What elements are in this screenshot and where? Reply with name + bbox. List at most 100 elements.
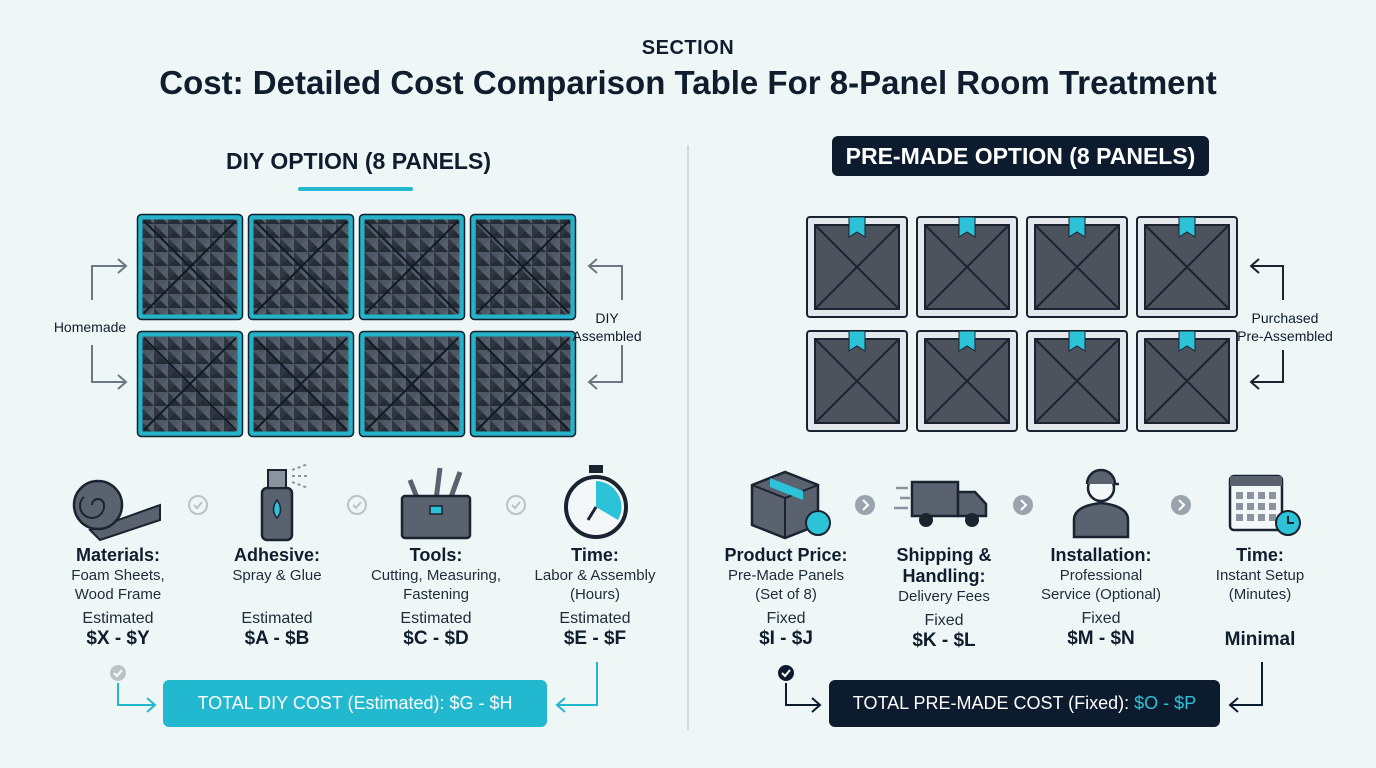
panel-cross	[254, 220, 348, 314]
total-amount: $O - $P	[1134, 693, 1197, 713]
panel-edge	[136, 330, 244, 438]
item-column: Time: Labor & Assembly (Hours) Estimated $E …	[515, 545, 675, 650]
panel-tab	[958, 216, 976, 238]
panel-cross	[476, 220, 570, 314]
separator	[506, 495, 526, 515]
item-basis: Fixed	[1081, 610, 1121, 627]
icon-spray	[291, 463, 310, 489]
icon-roll	[72, 479, 124, 531]
panel-edge	[469, 213, 577, 321]
check	[781, 669, 791, 678]
total-label: TOTAL PRE-MADE COST (Fixed):	[852, 693, 1130, 713]
item-desc: Instant Setup	[1215, 567, 1305, 584]
icon-cal-top	[1230, 476, 1282, 486]
icon-can	[267, 469, 287, 489]
item-desc: Foam Sheets,	[71, 567, 165, 584]
item-title: Shipping &	[896, 545, 992, 565]
panel-cross	[1034, 338, 1120, 424]
icon-roll	[79, 496, 106, 519]
arrow-head	[1249, 258, 1260, 390]
separator	[1171, 495, 1191, 515]
icon-cal-cell	[1247, 492, 1254, 499]
item-basis: Estimated	[241, 610, 313, 627]
item-cost: $X - $Y	[86, 628, 150, 649]
item-desc: (Set of 8)	[755, 586, 817, 603]
title-underline	[298, 187, 413, 191]
separator-chevron	[1178, 499, 1186, 511]
item-desc: Labor & Assembly	[534, 567, 656, 584]
panel-tab	[848, 216, 866, 238]
item-desc: Service (Optional)	[1040, 586, 1162, 603]
icon-tape	[770, 478, 803, 500]
icon-box	[400, 494, 472, 540]
item-basis: Fixed	[766, 610, 806, 627]
panel-cross	[365, 220, 459, 314]
item-desc: Cutting, Measuring,	[370, 567, 502, 584]
icon-cal-cell	[1269, 503, 1276, 510]
connector	[590, 345, 623, 383]
label-line: Assembled	[572, 328, 642, 344]
label-line: Purchased	[1251, 310, 1319, 326]
item-title: Adhesive:	[233, 545, 321, 565]
separator-check	[352, 501, 362, 510]
connector	[91, 265, 125, 300]
icon-cal-cell	[1236, 503, 1243, 510]
panel-tab	[1178, 330, 1196, 352]
separator-check	[193, 501, 203, 510]
premade-title-wrap: PRE-MADE OPTION (8 PANELS)	[816, 136, 1225, 176]
panel-edge	[469, 330, 577, 438]
premade-right-label: Purchased Pre-Assembled	[1230, 309, 1340, 345]
panel-cross	[1034, 224, 1120, 310]
panel-edge	[136, 213, 244, 321]
panel-edge	[247, 213, 355, 321]
arrow-head	[587, 258, 598, 274]
item-title: Product Price:	[724, 545, 848, 565]
item-column: Adhesive: Spray & Glue Estimated $A - $B	[197, 545, 357, 650]
item-cost: $A - $B	[244, 628, 310, 649]
icon-speed	[894, 486, 910, 510]
item-desc: (Minutes)	[1228, 586, 1292, 603]
panel-edge	[247, 330, 355, 438]
connector	[590, 265, 623, 300]
icon-watch-top	[589, 465, 603, 473]
icon-cal-cell	[1258, 503, 1265, 510]
item-column: Time: Instant Setup (Minutes) Minimal	[1180, 545, 1340, 651]
item-basis: Fixed	[924, 612, 964, 629]
premade-title: PRE-MADE OPTION (8 PANELS)	[831, 136, 1210, 176]
panel-tab	[958, 330, 976, 352]
icon-latch	[429, 505, 443, 515]
item-basis: Estimated	[82, 610, 154, 627]
icon-box	[751, 484, 819, 538]
connector	[1252, 265, 1284, 383]
check-dot	[110, 665, 126, 681]
item-desc: Pre-Made Panels	[728, 567, 844, 584]
panel-cross	[924, 338, 1010, 424]
panel-cross	[1144, 338, 1230, 424]
separator-chevron	[1020, 499, 1028, 511]
item-cost: $C - $D	[403, 628, 469, 649]
item-cost: $K - $L	[912, 630, 976, 651]
panel-tab	[1068, 216, 1086, 238]
item-title: Handling:	[902, 566, 986, 586]
arrow-head	[587, 374, 598, 390]
panel-cross	[143, 337, 237, 431]
icon-cal-cell	[1269, 492, 1276, 499]
item-column: Shipping & Handling: Delivery Fees Fixed $K …	[864, 545, 1024, 652]
item-title: Time:	[1236, 545, 1284, 565]
icon-cal-cell	[1247, 514, 1254, 521]
item-title: Tools:	[409, 545, 463, 565]
separator-check	[511, 501, 521, 510]
connector	[1228, 662, 1263, 713]
icon-watch-fill	[596, 481, 622, 520]
panel-tab	[1068, 330, 1086, 352]
check	[113, 669, 123, 678]
connector	[555, 662, 598, 713]
item-column: Installation: Professional Service (Option…	[1021, 545, 1181, 650]
separator-chevron	[862, 499, 870, 511]
eyebrow: SECTION	[641, 37, 735, 59]
icon-cal-cell	[1236, 514, 1243, 521]
diy-right-label: DIY Assembled	[572, 309, 642, 345]
item-cost: $M - $N	[1067, 628, 1135, 649]
panel-cross	[143, 220, 237, 314]
